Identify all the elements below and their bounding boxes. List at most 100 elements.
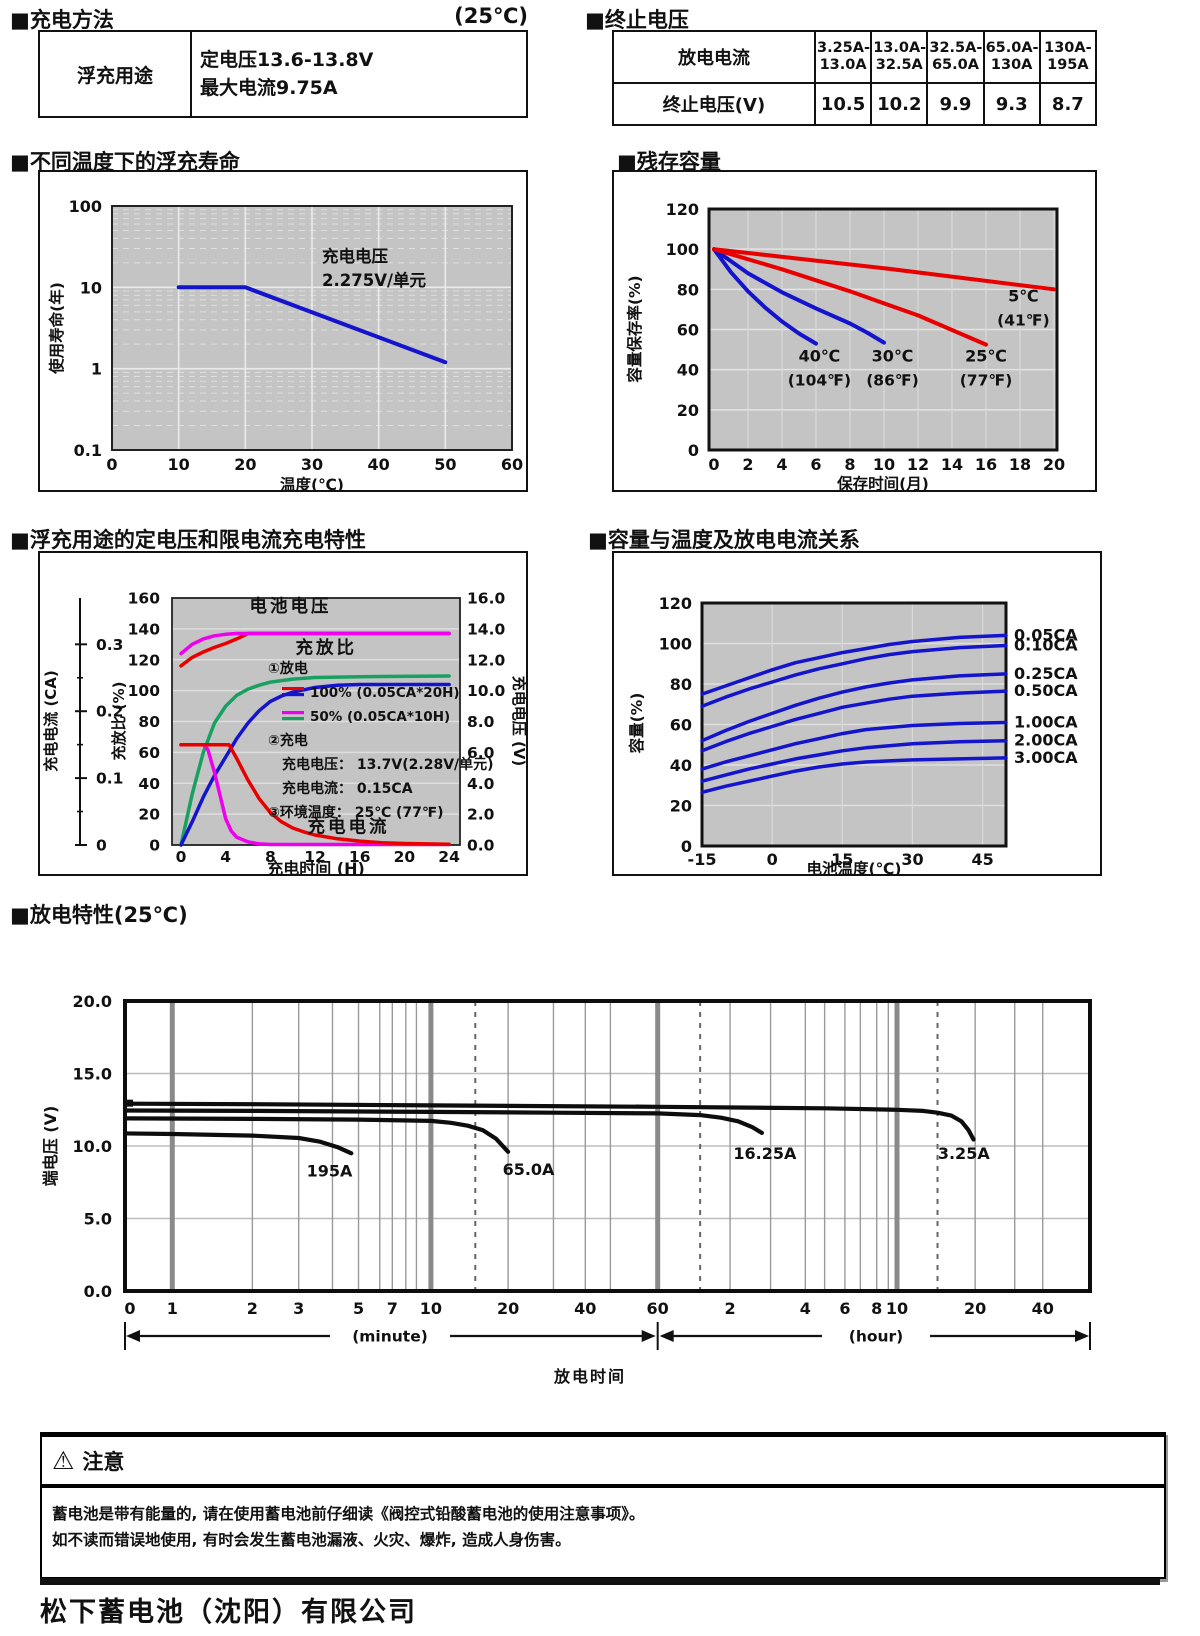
series-ratio_50 (179, 674, 451, 847)
ca-tick-label: 0 (96, 837, 107, 855)
series-label: 16.25A (733, 1144, 797, 1163)
charging-max-current: 最大电流9.75A (200, 77, 338, 99)
caution-line: 如不读而错误地使用, 有时会发生蓄电池漏液、火灾、爆炸, 造成人身伤害。 (52, 1531, 571, 1550)
annotation: 电池电压 (249, 596, 331, 617)
x-tick-label: 45 (971, 850, 993, 869)
legend-swatch (282, 711, 304, 715)
legend-text: 50% (0.05CA*10H) (310, 709, 450, 725)
x-tick-label: 0 (176, 848, 187, 866)
series-0.05CA (700, 633, 1008, 696)
x-tick-label: 8 (844, 455, 855, 474)
series-25C (712, 247, 988, 347)
x-axis-title: 温度(℃) (280, 475, 344, 490)
charging-constant-voltage: 定电压13.6-13.8V (200, 48, 374, 71)
x-tick-label: 20 (394, 848, 416, 866)
minute-scale-label: (minute) (352, 1328, 428, 1346)
end-voltage-value: 10.5 (813, 82, 873, 126)
end-voltage-value: 9.9 (926, 82, 985, 126)
v-tick-label: 12.0 (467, 651, 505, 669)
x-tick-label: 16 (349, 848, 371, 866)
x-tick-label: 20 (234, 455, 256, 474)
series-label: (104℉) (788, 372, 851, 390)
y-tick-label: 40 (677, 361, 699, 380)
arrowhead-left (126, 1330, 140, 1342)
series-label: 0.50CA (1014, 681, 1078, 700)
v-tick-label: 6.0 (467, 744, 495, 762)
y-tick-label: 20 (677, 401, 699, 420)
y-tick-label: 100 (659, 635, 692, 654)
annotation: 2.275V/单元 (322, 270, 426, 290)
series-2.00CA (700, 738, 1008, 783)
arrowhead-right (1075, 1330, 1089, 1342)
x-tick-label: 30 (301, 455, 323, 474)
ca-tick-label: 0.3 (96, 636, 123, 654)
capacity-temperature-chart-box: -15 0 15 30 45 0 20 40 60 80 100 120 容量(%) 电池温度(℃) 0.0… (612, 551, 1102, 876)
current-range-cell: 130A- 195A (1038, 30, 1098, 84)
annotation: 充电电流 (308, 817, 390, 838)
x-tick-label-minute: 10 (420, 1299, 442, 1318)
x-tick-label-minute: 1 (167, 1299, 178, 1318)
x-tick-label: 8 (265, 848, 276, 866)
footer-divider-bar (40, 1578, 1160, 1585)
series-3.00CA (700, 756, 1008, 795)
v-tick-label: 8.0 (467, 713, 495, 731)
end-voltage-value: 10.2 (870, 82, 929, 126)
v-tick-label: 14.0 (467, 620, 505, 638)
plot-border (700, 601, 1008, 848)
x-tick-label-minute: 60 (647, 1299, 669, 1318)
plot-border (707, 207, 1059, 452)
series-label: 0.05CA (1014, 625, 1078, 644)
y-tick-label: 40 (670, 756, 692, 775)
residual-capacity-chart-box: 0 2 4 6 8 10 12 14 16 18 20 0 20 40 60 80 100 120 容量保存率(%)… (612, 170, 1097, 492)
legend-text: 充电电压： 13.7V(2.28V/单元) (282, 756, 494, 773)
arrowhead-right (641, 1330, 656, 1342)
residual-capacity-chart: 0 2 4 6 8 10 12 14 16 18 20 0 20 40 60 80 100 120 容量保存率(%)… (625, 200, 1065, 490)
x-tick-label: 50 (434, 455, 456, 474)
arrowhead-left (659, 1330, 674, 1342)
plot-border (123, 999, 1092, 1293)
series-ratio_100 (179, 682, 451, 847)
ca-axis-title: 充电电流 (CA) (42, 670, 60, 772)
y-axis-title: 容量(%) (627, 693, 646, 755)
y-tick-label: 80 (677, 280, 699, 299)
legend-swatch (282, 717, 304, 721)
y-tick-label: 80 (670, 675, 692, 694)
float-life-chart: 0 10 20 30 40 50 60 0.1 1 10 100 使用寿命(年) 温度(℃) 充电电压 2.… (47, 197, 523, 490)
caution-header: ⚠ 注意 (42, 1437, 1164, 1488)
plot-border (111, 205, 513, 451)
x-tick-label: 20 (1043, 455, 1065, 474)
series-0.10CA (700, 643, 1008, 709)
x-tick-label: 4 (776, 455, 787, 474)
pct-tick-label: 40 (138, 775, 160, 793)
discharge-current-header: 放电电流 (612, 30, 816, 84)
series-label: 25℃ (965, 347, 1007, 366)
x-tick-label: 18 (1009, 455, 1031, 474)
v-axis-title: 充电电压 (V) (510, 676, 526, 767)
x-tick-label-minute: 20 (497, 1299, 519, 1318)
series-1.00CA (700, 720, 1008, 771)
y-axis-title: 使用寿命(年) (47, 282, 66, 375)
y-tick-label: 10 (80, 278, 102, 297)
section-title-charging-method: ■充电方法 (10, 8, 114, 32)
legend-text: 100% (0.05CA*20H) (310, 685, 460, 701)
series-current_100 (179, 742, 451, 846)
series-label: 3.25A (938, 1144, 990, 1163)
x-tick-label: 12 (907, 455, 929, 474)
x-axis-title: 放电时间 (553, 1367, 626, 1386)
x-tick-label-hour: 6 (839, 1299, 850, 1318)
annotation: 充放比 (295, 638, 357, 659)
y-tick-label: 0.0 (84, 1282, 112, 1301)
x-tick-label: 10 (168, 455, 190, 474)
series-label: 40℃ (799, 347, 841, 366)
series-current_50 (179, 742, 451, 847)
y-tick-label: 20.0 (73, 992, 112, 1011)
series-label: 30℃ (872, 347, 914, 366)
x-tick-label: 60 (501, 455, 523, 474)
x-tick-label: 10 (873, 455, 895, 474)
x-tick-label: 0 (708, 455, 719, 474)
v-tick-label: 10.0 (467, 682, 505, 700)
x-tick-label: 15 (831, 850, 853, 869)
legend-text: 充电电流： 0.15CA (282, 780, 413, 797)
x-axis-title: 电池温度(℃) (807, 859, 902, 874)
